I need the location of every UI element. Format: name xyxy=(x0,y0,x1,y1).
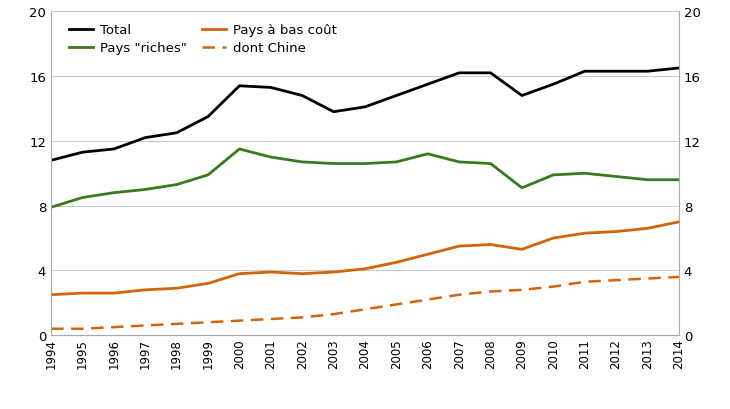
Total xyxy=(235,84,244,89)
Total xyxy=(361,105,369,110)
Pays à bas coût xyxy=(518,247,526,252)
Pays à bas coût xyxy=(423,252,432,257)
dont Chine xyxy=(329,312,338,317)
dont Chine xyxy=(675,275,683,280)
dont Chine xyxy=(392,302,401,307)
Total xyxy=(455,71,464,76)
Pays à bas coût xyxy=(110,291,118,296)
Pays "riches" xyxy=(266,155,275,160)
Pays à bas coût xyxy=(47,292,55,297)
dont Chine xyxy=(518,288,526,292)
Pays à bas coût xyxy=(141,288,150,292)
Pays "riches" xyxy=(643,178,652,183)
Total xyxy=(110,147,118,152)
Pays "riches" xyxy=(518,186,526,191)
Total xyxy=(141,136,150,141)
Pays à bas coût xyxy=(392,260,401,265)
Total xyxy=(612,70,620,74)
Total xyxy=(643,70,652,74)
Pays à bas coût xyxy=(266,270,275,275)
Total xyxy=(47,158,55,163)
dont Chine xyxy=(78,326,87,331)
Pays à bas coût xyxy=(549,236,558,241)
Pays à bas coût xyxy=(486,243,495,247)
dont Chine xyxy=(612,278,620,283)
Pays "riches" xyxy=(549,173,558,178)
Pays "riches" xyxy=(204,173,212,178)
Total xyxy=(518,94,526,99)
Total xyxy=(392,94,401,99)
Pays "riches" xyxy=(675,178,683,183)
dont Chine xyxy=(298,315,307,320)
Pays "riches" xyxy=(110,191,118,196)
Pays "riches" xyxy=(392,160,401,165)
dont Chine xyxy=(361,307,369,312)
Total xyxy=(549,83,558,88)
Total xyxy=(486,71,495,76)
Pays "riches" xyxy=(455,160,464,165)
Pays à bas coût xyxy=(580,231,589,236)
dont Chine xyxy=(423,297,432,302)
Pays "riches" xyxy=(78,196,87,200)
Line: Total: Total xyxy=(51,69,679,161)
Line: Pays "riches": Pays "riches" xyxy=(51,150,679,208)
Pays "riches" xyxy=(235,147,244,152)
Pays à bas coût xyxy=(643,226,652,231)
Pays à bas coût xyxy=(455,244,464,249)
Pays "riches" xyxy=(423,152,432,157)
Pays à bas coût xyxy=(204,281,212,286)
dont Chine xyxy=(47,326,55,331)
Pays à bas coût xyxy=(235,272,244,276)
Pays "riches" xyxy=(580,171,589,176)
dont Chine xyxy=(486,289,495,294)
dont Chine xyxy=(141,323,150,328)
Pays à bas coût xyxy=(612,229,620,234)
Line: dont Chine: dont Chine xyxy=(51,277,679,329)
dont Chine xyxy=(455,292,464,297)
Pays à bas coût xyxy=(78,291,87,296)
dont Chine xyxy=(549,285,558,290)
Total xyxy=(423,83,432,88)
Pays à bas coût xyxy=(172,286,181,291)
Total xyxy=(172,131,181,136)
Pays "riches" xyxy=(47,205,55,210)
Pays à bas coût xyxy=(675,220,683,225)
Total xyxy=(204,115,212,120)
Pays à bas coût xyxy=(329,270,338,275)
Total xyxy=(580,70,589,74)
Total xyxy=(78,151,87,155)
dont Chine xyxy=(580,280,589,285)
dont Chine xyxy=(235,318,244,323)
dont Chine xyxy=(643,276,652,281)
Legend: Total, Pays "riches", Pays à bas coût, dont Chine: Total, Pays "riches", Pays à bas coût, d… xyxy=(64,19,342,61)
Line: Pays à bas coût: Pays à bas coût xyxy=(51,222,679,295)
Pays "riches" xyxy=(612,175,620,180)
Pays à bas coût xyxy=(298,272,307,276)
Pays "riches" xyxy=(486,162,495,166)
dont Chine xyxy=(204,320,212,325)
Total xyxy=(675,66,683,71)
Pays "riches" xyxy=(329,162,338,166)
dont Chine xyxy=(172,321,181,326)
Pays "riches" xyxy=(172,183,181,188)
Total xyxy=(298,94,307,99)
Pays "riches" xyxy=(361,162,369,166)
Total xyxy=(329,110,338,115)
Pays "riches" xyxy=(298,160,307,165)
dont Chine xyxy=(266,317,275,321)
Pays "riches" xyxy=(141,187,150,193)
Total xyxy=(266,86,275,91)
Pays à bas coût xyxy=(361,267,369,272)
dont Chine xyxy=(110,325,118,330)
